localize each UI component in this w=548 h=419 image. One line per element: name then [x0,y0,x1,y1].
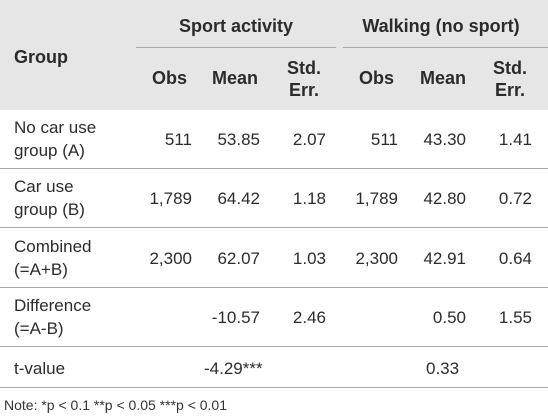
sport-obs: 511 [164,130,192,149]
row-label: group (B) [14,200,85,219]
sport-se: 2.46 [292,308,326,327]
table-note: Note: *p < 0.1 **p < 0.05 ***p < 0.01 [4,397,228,413]
sport-se: 2.07 [292,130,326,149]
header-underline-sport [136,47,336,48]
table-bottom-rule [0,387,548,388]
row-label: (=A+B) [14,260,68,279]
row-divider [0,168,548,169]
walking-obs: 2,300 [355,249,398,268]
walking-obs: 511 [370,130,398,149]
walking-se: 0.72 [498,189,532,208]
walking-mean: 0.50 [432,308,466,327]
row-label: (=A-B) [14,319,64,338]
row-label: t-value [14,359,66,378]
subheader-sport-mean: Mean [212,68,259,88]
sport-obs: 2,300 [149,249,192,268]
sport-se: 1.18 [292,189,326,208]
walking-obs: 1,789 [355,189,398,208]
row-divider [0,346,548,347]
header-sport-activity: Sport activity [178,16,294,36]
sport-mean: -10.57 [211,308,260,327]
row-label: Car use [14,177,74,196]
subheader-walking-se-2: Err. [495,80,526,100]
subheader-walking-se-1: Std. [493,58,527,78]
sport-mean: 62.07 [217,249,260,268]
row-label: group (A) [14,141,85,160]
subheader-sport-obs: Obs [152,68,188,88]
subheader-sport-se-2: Err. [289,80,320,100]
sport-mean: 64.42 [217,189,260,208]
walking-mean: 42.91 [423,249,466,268]
row-label: Difference [14,296,92,315]
walking-mean: 43.30 [423,130,466,149]
header-underline-walking [343,47,548,48]
table-header-background [0,0,548,110]
walking-se: 1.41 [498,130,532,149]
subheader-sport-se-1: Std. [287,58,321,78]
header-group: Group [14,47,68,67]
walking-se: 1.55 [498,308,532,327]
row-label: Combined [14,237,92,256]
walking-tvalue: 0.33 [426,359,460,378]
walking-se: 0.64 [498,249,532,268]
sport-mean: 53.85 [217,130,260,149]
row-label: No car use [14,118,97,137]
subheader-walking-obs: Obs [359,68,395,88]
sport-obs: 1,789 [149,189,192,208]
row-divider [0,287,548,288]
header-walking: Walking (no sport) [362,16,520,36]
sport-tvalue: -4.29*** [204,359,263,378]
subheader-walking-mean: Mean [420,68,467,88]
row-divider [0,227,548,228]
sport-se: 1.03 [292,249,326,268]
walking-mean: 42.80 [423,189,466,208]
